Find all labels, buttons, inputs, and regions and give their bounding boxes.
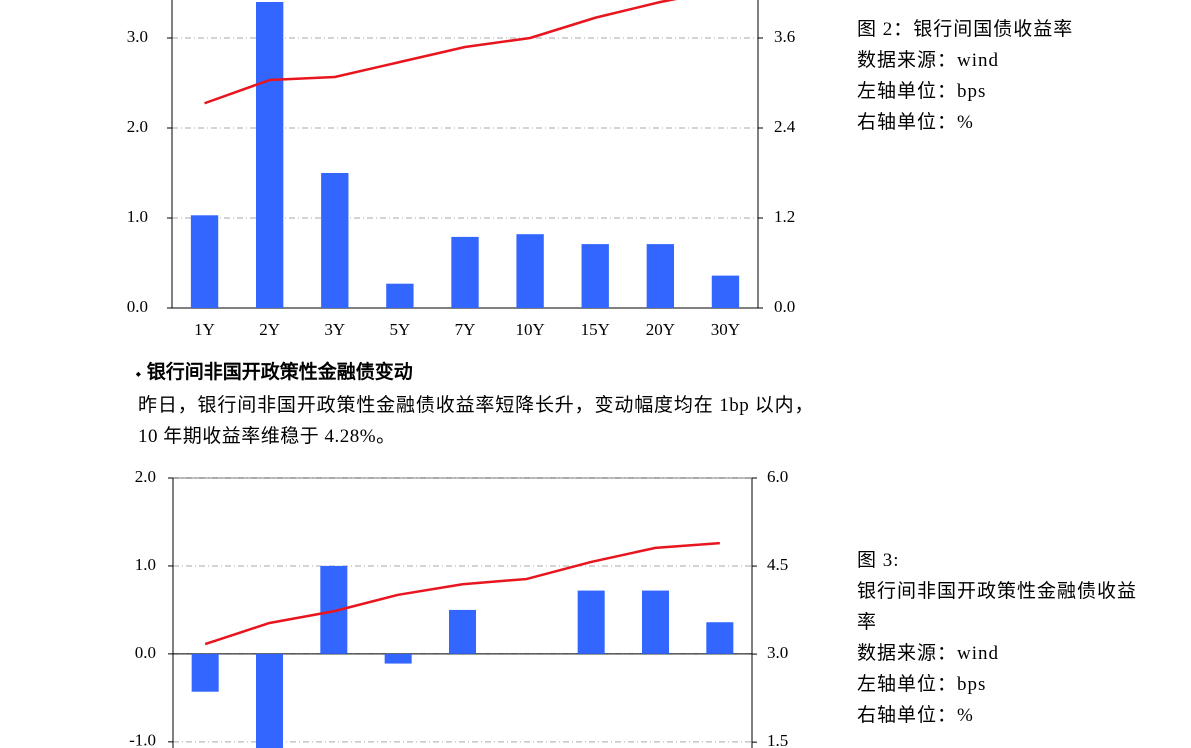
bar [516,234,544,308]
y2-tick-label: 6.0 [767,467,788,486]
y-tick-label: 2.0 [135,467,156,486]
bar [190,215,219,308]
bullet: ⬩ [136,366,141,381]
y2-tick-label: 1.2 [774,207,795,226]
y2-tick-label: 3.6 [774,27,795,46]
line [204,541,720,646]
y2-tick-label: 2.4 [774,117,796,136]
y-tick-label: 0.0 [127,297,148,316]
figure-note: 图 3: 银行间非国开政策性金融债收益率数据来源：wind 左轴单位：bps 右轴单位… [857,545,1147,731]
paragraph: 昨日，银行间非国开政策性金融债收益率短降长升，变动幅度均在 1bp 以内，10 … [138,395,814,447]
bar [706,622,734,654]
figure-note: 图 2：银行间国债收益率 数据来源：wind 左轴单位：bps 右轴单位：% [857,14,1157,138]
note-line: 数据来源：wind [857,50,1000,71]
x-tick-label: 2Y [259,320,280,339]
y-tick-label: 0.0 [135,643,156,662]
note-line: 右轴单位：% [857,112,974,133]
y-tick-label: 3.0 [127,27,148,46]
bar [384,653,412,664]
y2-tick-label: 0.0 [774,297,795,316]
bar [451,236,479,308]
x-tick-label: 7Y [455,320,476,339]
bar [321,173,349,308]
bar [448,609,477,654]
line [204,0,678,105]
x-tick-label: 5Y [389,320,410,339]
y2-tick-label: 4.5 [767,555,788,574]
x-tick-label: 30Y [711,320,740,339]
note-line: 银行间非国开政策性金融债收益率 [857,581,1138,633]
x-tick-label: 10Y [515,320,544,339]
y2-tick-label: 3.0 [767,643,788,662]
bar [386,283,414,308]
note-line: 图 2：银行间国债收益率 [857,19,1074,40]
bar [581,244,609,308]
note-line: 图 3: [857,550,900,571]
bar [577,590,605,654]
y2-tick-label: 1.5 [767,731,788,748]
section-heading: ⬩ 银行间非国开政策性金融债变动 [136,358,413,389]
note-line: 右轴单位：% [857,705,974,726]
y-tick-label: -1.0 [129,731,156,748]
note-line: 数据来源：wind [857,643,1000,664]
bar [641,590,670,654]
note-line: 左轴单位：bps [857,81,987,102]
y-tick-label: 1.0 [135,555,156,574]
y-tick-label: 1.0 [127,207,148,226]
x-tick-label: 15Y [581,320,610,339]
bar [646,244,675,308]
x-tick-label: 3Y [324,320,345,339]
x-tick-label: 20Y [646,320,675,339]
bar [191,653,219,692]
heading-text: 银行间非国开政策性金融债变动 [146,362,413,383]
bar [711,275,740,308]
bar [255,2,284,308]
x-tick-label: 1Y [194,320,215,339]
bar [255,653,284,748]
y-tick-label: 2.0 [127,117,148,136]
note-line: 左轴单位：bps [857,674,987,695]
